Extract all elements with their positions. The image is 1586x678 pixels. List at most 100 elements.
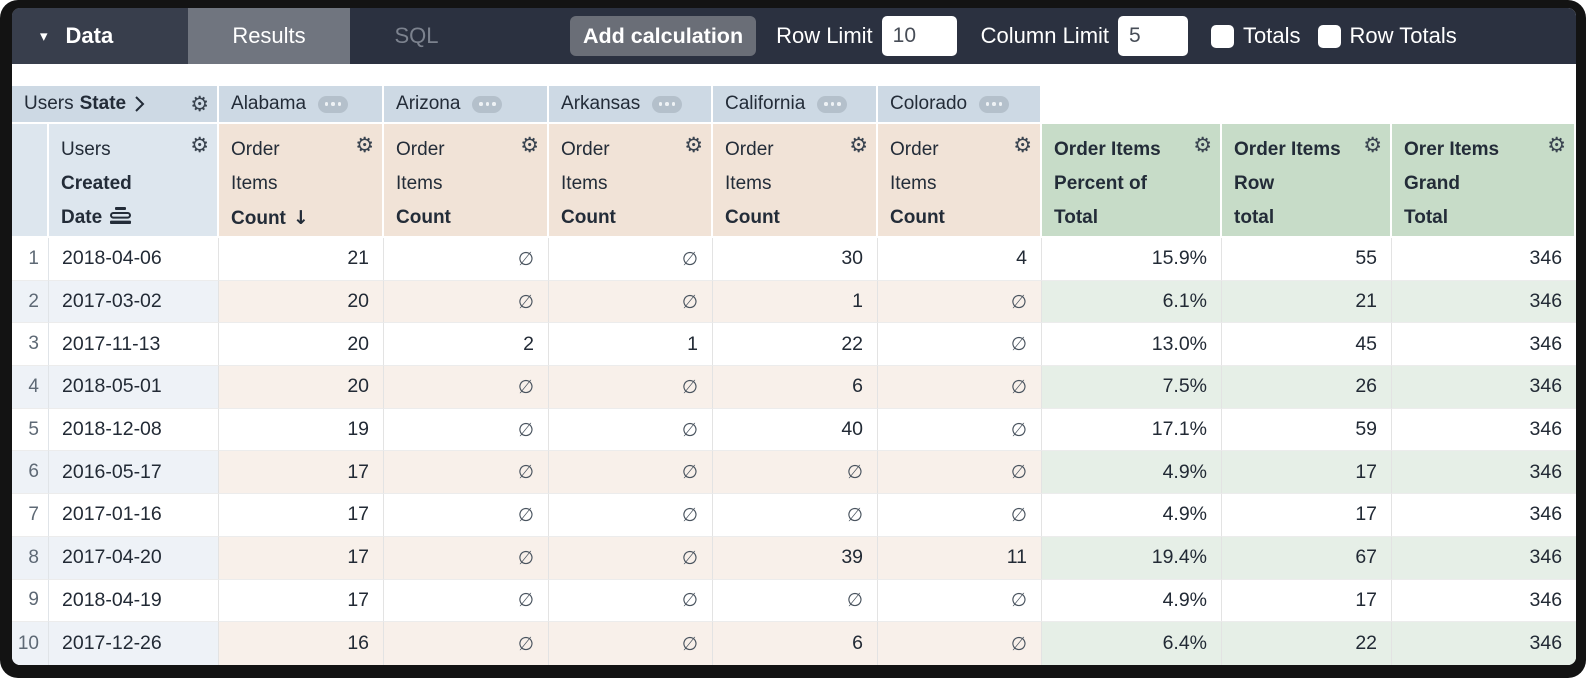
cell-value[interactable]: 346 bbox=[1392, 536, 1576, 580]
gear-icon[interactable]: ⚙ bbox=[1363, 133, 1383, 157]
pivot-value-header-colorado[interactable]: Colorado bbox=[878, 86, 1043, 124]
cell-value[interactable]: ∅ bbox=[549, 408, 714, 452]
cell-value[interactable]: 22 bbox=[1222, 622, 1393, 665]
cell-value[interactable]: ∅ bbox=[384, 494, 550, 537]
cell-value[interactable]: 40 bbox=[713, 408, 879, 452]
cell-value[interactable]: 4 bbox=[878, 238, 1043, 281]
cell-value[interactable]: 346 bbox=[1392, 622, 1576, 665]
cell-value[interactable]: ∅ bbox=[384, 238, 550, 281]
cell-value[interactable]: 20 bbox=[219, 366, 385, 409]
cell-value[interactable]: ∅ bbox=[384, 366, 550, 409]
gear-icon[interactable]: ⚙ bbox=[190, 91, 210, 116]
cell-value[interactable]: ∅ bbox=[878, 280, 1043, 324]
cell-value[interactable]: ∅ bbox=[713, 451, 879, 495]
pivot-value-header-california[interactable]: California bbox=[713, 86, 879, 124]
column-limit-input[interactable] bbox=[1118, 16, 1189, 56]
cell-value[interactable]: 2 bbox=[384, 323, 550, 367]
cell-value[interactable]: 20 bbox=[219, 280, 385, 324]
cell-value[interactable]: 4.9% bbox=[1042, 579, 1223, 623]
gear-icon[interactable]: ⚙ bbox=[849, 133, 869, 157]
add-calculation-button[interactable]: Add calculation bbox=[570, 16, 757, 56]
cell-value[interactable]: 4.9% bbox=[1042, 451, 1223, 495]
cell-value[interactable]: ∅ bbox=[549, 280, 714, 324]
cell-date[interactable]: 2017-03-02 bbox=[49, 280, 220, 324]
gear-icon[interactable]: ⚙ bbox=[190, 133, 210, 157]
cell-value[interactable]: 1 bbox=[713, 280, 879, 324]
cell-value[interactable]: 45 bbox=[1222, 323, 1393, 367]
cell-value[interactable]: ∅ bbox=[713, 579, 879, 623]
cell-value[interactable]: ∅ bbox=[549, 536, 714, 580]
ellipsis-menu-icon[interactable] bbox=[652, 95, 683, 113]
cell-date[interactable]: 2018-05-01 bbox=[49, 366, 220, 409]
cell-value[interactable]: ∅ bbox=[878, 494, 1043, 537]
cell-value[interactable]: 346 bbox=[1392, 494, 1576, 537]
cell-value[interactable]: 17 bbox=[1222, 494, 1393, 537]
ellipsis-menu-icon[interactable] bbox=[979, 95, 1010, 113]
cell-value[interactable]: 346 bbox=[1392, 451, 1576, 495]
column-header-grand-total[interactable]: Orer Items Grand Total ⚙ bbox=[1392, 124, 1576, 238]
cell-value[interactable]: 20 bbox=[219, 323, 385, 367]
cell-value[interactable]: 17 bbox=[219, 494, 385, 537]
cell-value[interactable]: ∅ bbox=[384, 579, 550, 623]
cell-date[interactable]: 2017-11-13 bbox=[49, 323, 220, 367]
column-header-order-items-count-alabama[interactable]: Order Items Count ↓ ⚙ bbox=[219, 124, 385, 238]
column-header-percent-of-total[interactable]: Order Items Percent of Total ⚙ bbox=[1042, 124, 1223, 238]
cell-value[interactable]: 17 bbox=[219, 451, 385, 495]
cell-value[interactable]: 21 bbox=[1222, 280, 1393, 324]
cell-value[interactable]: ∅ bbox=[384, 280, 550, 324]
cell-value[interactable]: ∅ bbox=[549, 622, 714, 665]
gear-icon[interactable]: ⚙ bbox=[1547, 133, 1567, 157]
cell-value[interactable]: 6 bbox=[713, 366, 879, 409]
tab-sql[interactable]: SQL bbox=[394, 23, 439, 48]
cell-value[interactable]: ∅ bbox=[549, 494, 714, 537]
gear-icon[interactable]: ⚙ bbox=[520, 133, 540, 157]
gear-icon[interactable]: ⚙ bbox=[1193, 133, 1213, 157]
cell-value[interactable]: 346 bbox=[1392, 579, 1576, 623]
cell-value[interactable]: ∅ bbox=[878, 323, 1043, 367]
column-header-users-created-date[interactable]: Users Created Date ⚙ bbox=[49, 124, 220, 238]
gear-icon[interactable]: ⚙ bbox=[355, 133, 375, 157]
ellipsis-menu-icon[interactable] bbox=[472, 95, 503, 113]
cell-value[interactable]: ∅ bbox=[384, 622, 550, 665]
cell-value[interactable]: ∅ bbox=[549, 238, 714, 281]
cell-value[interactable]: 30 bbox=[713, 238, 879, 281]
cell-value[interactable]: 67 bbox=[1222, 536, 1393, 580]
cell-value[interactable]: 19 bbox=[219, 408, 385, 452]
gear-icon[interactable]: ⚙ bbox=[1013, 133, 1033, 157]
cell-value[interactable]: ∅ bbox=[878, 366, 1043, 409]
column-header-order-items-count-arkansas[interactable]: Order Items Count ⚙ bbox=[549, 124, 714, 238]
cell-value[interactable]: 19.4% bbox=[1042, 536, 1223, 580]
cell-value[interactable]: 6 bbox=[713, 622, 879, 665]
cell-value[interactable]: 346 bbox=[1392, 280, 1576, 324]
cell-value[interactable]: 39 bbox=[713, 536, 879, 580]
row-limit-input[interactable] bbox=[881, 16, 957, 56]
cell-value[interactable]: 16 bbox=[219, 622, 385, 665]
data-section-toggle[interactable]: ▾ Data bbox=[12, 8, 188, 64]
cell-value[interactable]: ∅ bbox=[878, 451, 1043, 495]
cell-value[interactable]: ∅ bbox=[549, 366, 714, 409]
pivot-value-header-alabama[interactable]: Alabama bbox=[219, 86, 385, 124]
cell-value[interactable]: ∅ bbox=[878, 408, 1043, 452]
cell-value[interactable]: ∅ bbox=[549, 579, 714, 623]
column-header-order-items-count-colorado[interactable]: Order Items Count ⚙ bbox=[878, 124, 1043, 238]
cell-value[interactable]: 1 bbox=[549, 323, 714, 367]
ellipsis-menu-icon[interactable] bbox=[318, 95, 349, 113]
cell-value[interactable]: 4.9% bbox=[1042, 494, 1223, 537]
cell-value[interactable]: ∅ bbox=[878, 579, 1043, 623]
pivot-value-header-arizona[interactable]: Arizona bbox=[384, 86, 550, 124]
cell-date[interactable]: 2018-04-06 bbox=[49, 238, 220, 281]
cell-value[interactable]: 17.1% bbox=[1042, 408, 1223, 452]
cell-value[interactable]: ∅ bbox=[713, 494, 879, 537]
tab-results[interactable]: Results bbox=[188, 8, 350, 64]
cell-value[interactable]: ∅ bbox=[549, 451, 714, 495]
cell-value[interactable]: ∅ bbox=[384, 536, 550, 580]
row-totals-checkbox[interactable] bbox=[1317, 24, 1341, 48]
cell-value[interactable]: 17 bbox=[1222, 579, 1393, 623]
column-header-order-items-count-california[interactable]: Order Items Count ⚙ bbox=[713, 124, 879, 238]
cell-value[interactable]: 11 bbox=[878, 536, 1043, 580]
cell-value[interactable]: ∅ bbox=[384, 451, 550, 495]
cell-value[interactable]: 17 bbox=[219, 579, 385, 623]
cell-value[interactable]: 346 bbox=[1392, 323, 1576, 367]
cell-date[interactable]: 2017-12-26 bbox=[49, 622, 220, 665]
pivot-dimension-header[interactable]: Users State ⚙ bbox=[12, 86, 220, 124]
